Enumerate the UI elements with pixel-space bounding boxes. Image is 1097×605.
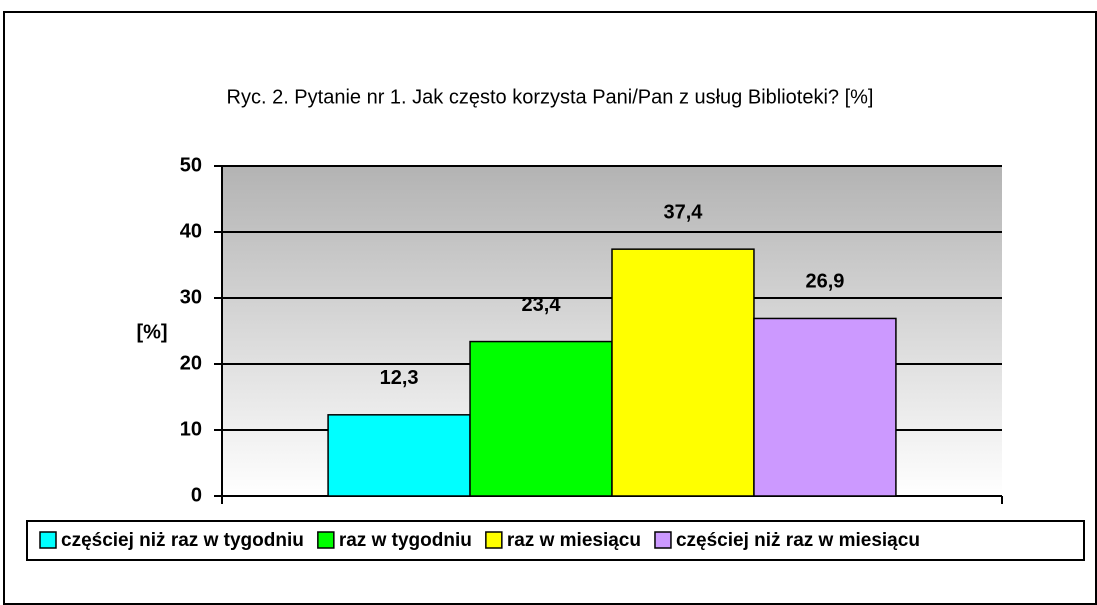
data-label: 12,3: [380, 367, 419, 389]
legend-swatch: [654, 531, 672, 549]
y-tick-label: 0: [191, 484, 202, 506]
legend-label: raz w tygodniu: [339, 530, 472, 551]
data-label: 26,9: [805, 271, 844, 293]
bar: [611, 248, 755, 497]
data-label: 23,4: [522, 294, 562, 316]
legend-label: raz w miesiącu: [507, 530, 641, 551]
legend-label: częściej niż raz w miesiącu: [676, 530, 920, 551]
bar: [753, 317, 897, 497]
legend-swatch: [485, 531, 503, 549]
chart-title: Ryc. 2. Pytanie nr 1. Jak często korzyst…: [227, 86, 874, 108]
legend-label: częściej niż raz w tygodniu: [61, 530, 304, 551]
legend-swatch: [317, 531, 335, 549]
y-axis-label: [%]: [136, 321, 167, 343]
y-tick-label: 20: [180, 352, 202, 374]
y-tick-label: 10: [180, 418, 202, 440]
data-label: 37,4: [664, 201, 704, 223]
legend-swatch: [39, 531, 57, 549]
legend-box: [26, 520, 1085, 561]
y-tick-label: 50: [180, 154, 202, 176]
bar: [469, 340, 613, 497]
y-tick-label: 40: [180, 220, 202, 242]
y-tick-label: 30: [180, 286, 202, 308]
bar: [327, 414, 471, 497]
